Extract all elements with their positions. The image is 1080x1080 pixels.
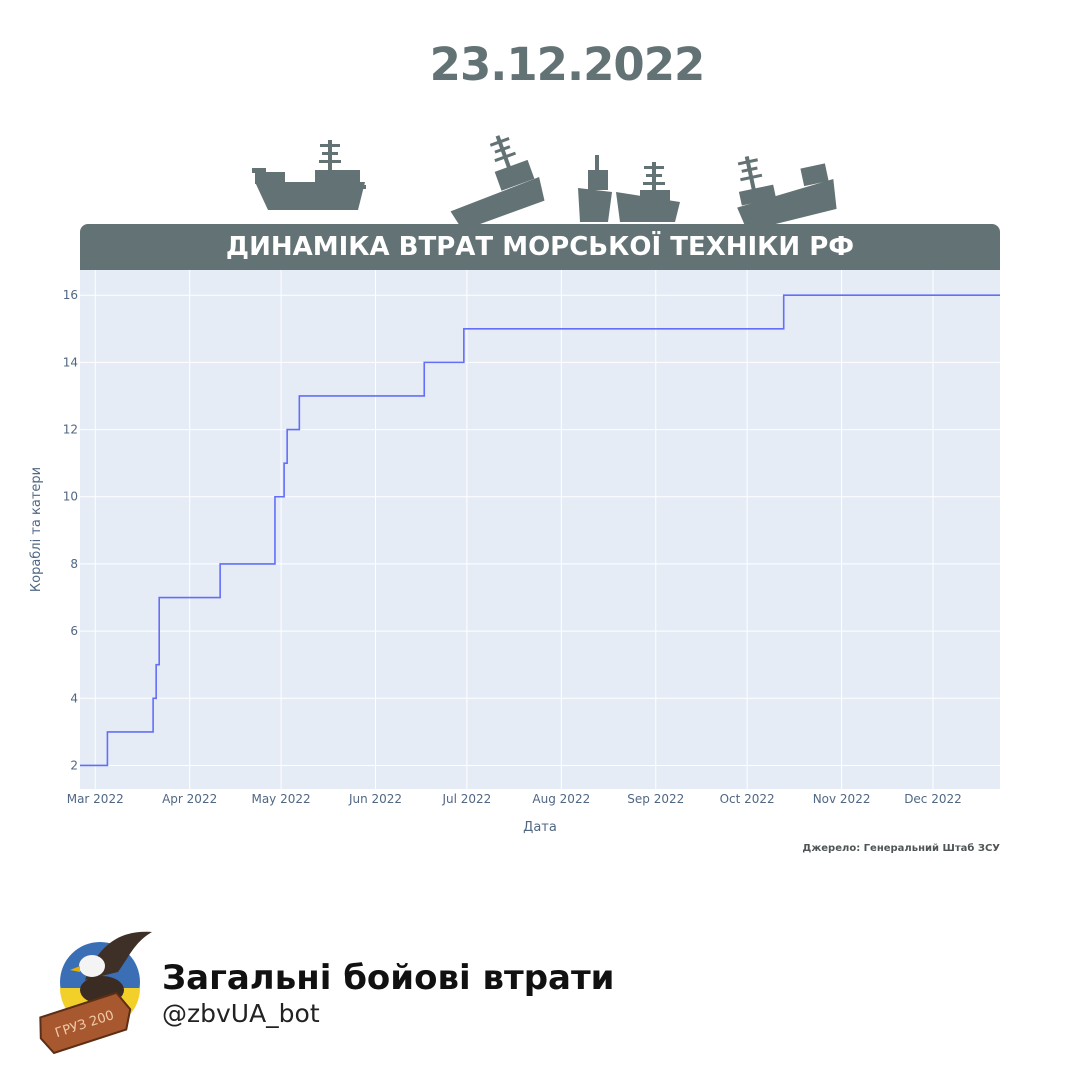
footer-handle: @zbvUA_bot [162,999,320,1028]
x-tick-label: Oct 2022 [720,792,775,806]
y-tick-label: 14 [63,355,78,369]
y-tick-label: 12 [63,423,78,437]
page-date-title: 23.12.2022 [429,38,706,91]
eagle-coffin-logo: ГРУЗ 200 [39,931,152,1055]
losses-step-chart: Mar 2022 Apr 2022 May 2022 Jun 2022 Jul 2022… [29,270,1000,835]
ship-losses-series-line [80,294,1000,767]
x-tick-label: May 2022 [251,792,310,806]
x-tick-label: Apr 2022 [162,792,217,806]
y-tick-label: 10 [63,490,78,504]
data-source-note: Джерело: Генеральний Штаб ЗСУ [802,843,1000,854]
x-tick-label: Nov 2022 [813,792,871,806]
footer-title: Загальні бойові втрати [162,958,615,998]
standing-warship-icon [252,140,366,210]
y-tick-label: 4 [70,691,78,705]
x-tick-label: Sep 2022 [627,792,684,806]
y-tick-label: 16 [63,288,78,302]
warship-silhouettes-illustration [252,135,837,230]
eagle-icon [70,931,152,1004]
y-tick-label: 8 [70,557,78,571]
plot-area [80,270,1000,789]
x-tick-label: Mar 2022 [67,792,124,806]
chart-title-banner: ДИНАМІКА ВТРАТ МОРСЬКОЇ ТЕХНІКИ РФ [80,224,1000,270]
capsizing-warship-icon [737,156,837,230]
x-tick-label: Jul 2022 [441,792,491,806]
y-axis-title: Кораблі та катери [29,467,44,592]
y-axis-ticks: 2 4 6 8 10 12 14 16 [63,288,78,772]
y-tick-label: 2 [70,758,78,772]
x-tick-label: Jun 2022 [348,792,402,806]
coffin-icon: ГРУЗ 200 [39,991,132,1055]
y-tick-label: 6 [70,624,78,638]
x-tick-label: Aug 2022 [532,792,590,806]
sinking-warship-icon [450,135,545,230]
x-axis-ticks: Mar 2022 Apr 2022 May 2022 Jun 2022 Jul 2022… [67,792,962,806]
broken-warship-icon [578,155,680,222]
x-axis-title: Дата [523,820,557,835]
x-tick-label: Dec 2022 [904,792,962,806]
